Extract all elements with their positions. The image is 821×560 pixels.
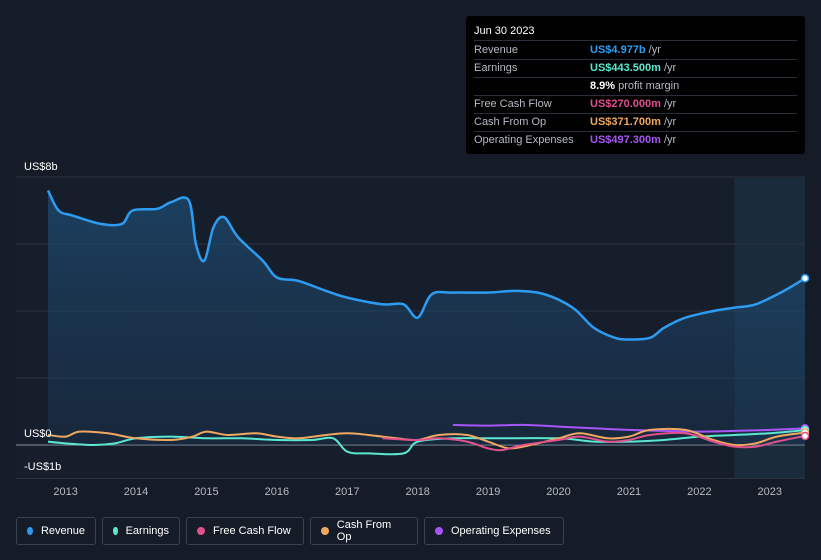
legend-item-operating-expenses[interactable]: Operating Expenses	[424, 517, 564, 545]
tooltip-date: Jun 30 2023	[474, 23, 797, 41]
tooltip-row: Free Cash Flow US$270.000m/yr	[474, 96, 797, 114]
revenue-line	[46, 189, 806, 341]
y-label-zero: US$0	[24, 428, 52, 440]
tooltip-row-label: Operating Expenses	[474, 134, 574, 146]
legend-label: Revenue	[40, 525, 85, 537]
legend-item-cash-from-op[interactable]: Cash From Op	[310, 517, 418, 545]
tooltip-row-unit: /yr	[663, 116, 677, 128]
tooltip-row: Earnings US$443.500m/yr	[474, 60, 797, 78]
x-tick-label: 2018	[405, 486, 429, 498]
x-tick-label: 2021	[617, 486, 641, 498]
tooltip-row-unit: /yr	[648, 44, 661, 56]
x-tick-label: 2016	[265, 486, 289, 498]
y-label-top: US$8b	[24, 161, 58, 173]
tooltip-row-label	[474, 78, 590, 95]
tooltip-row-label: Earnings	[474, 62, 518, 74]
x-tick-label: 2015	[194, 486, 218, 498]
tooltip-row: Cash From Op US$371.700m/yr	[474, 114, 797, 132]
tooltip-row-unit: /yr	[663, 98, 677, 110]
tooltip-row-unit: /yr	[663, 134, 677, 146]
legend-dot-icon	[113, 527, 118, 535]
x-tick-label: 2017	[335, 486, 359, 498]
legend-label: Free Cash Flow	[213, 525, 291, 537]
legend-dot-icon	[197, 527, 205, 535]
tooltip-row-label: Free Cash Flow	[474, 98, 552, 110]
tooltip-row-value: US$4.977b	[590, 44, 646, 56]
tooltip-row-value: US$270.000m	[590, 98, 661, 110]
operating-expenses-line	[452, 423, 806, 433]
tooltip-row-value: US$497.300m	[590, 134, 661, 146]
legend-dot-icon	[27, 527, 33, 535]
tooltip-row-value: US$443.500m	[590, 62, 661, 74]
tooltip-panel: Jun 30 2023 Revenue US$4.977b/yr Earnings U…	[466, 16, 805, 154]
x-tick-label: 2022	[687, 486, 711, 498]
revenue-area	[48, 190, 805, 445]
x-tick-label: 2014	[124, 486, 148, 498]
series-layer	[46, 189, 810, 456]
tooltip-row: Revenue US$4.977b/yr	[474, 42, 797, 60]
x-tick-label: 2020	[546, 486, 570, 498]
free-cash-flow-line	[382, 431, 806, 452]
legend-item-free-cash-flow[interactable]: Free Cash Flow	[186, 517, 304, 545]
x-tick-label: 2023	[758, 486, 782, 498]
tooltip-row-unit: profit margin	[618, 80, 680, 92]
legend-label: Earnings	[125, 525, 169, 537]
tooltip-row: Operating Expenses US$497.300m/yr	[474, 132, 797, 149]
legend-label: Cash From Op	[336, 519, 392, 543]
revenue-end-point	[800, 274, 810, 283]
tooltip-row-label: Cash From Op	[474, 116, 547, 128]
tooltip-row-value: US$371.700m	[590, 116, 661, 128]
legend-item-earnings[interactable]: Earnings	[102, 517, 180, 545]
x-axis: 2013 2014 2015 2016 2017 2018 2019 2020 2021 2022…	[53, 486, 782, 498]
tooltip-row-label: Revenue	[474, 44, 519, 56]
tooltip-row-unit: /yr	[663, 62, 677, 74]
y-label-bottom: -US$1b	[24, 461, 61, 473]
tooltip-row-value: 8.9%	[590, 80, 616, 92]
legend-dot-icon	[435, 527, 443, 535]
legend-item-revenue[interactable]: Revenue	[16, 517, 96, 545]
tooltip-row: 8.9% profit margin	[474, 78, 797, 96]
free-cash-flow-end-point	[800, 431, 810, 441]
x-tick-label: 2019	[476, 486, 500, 498]
legend-dot-icon	[321, 527, 329, 535]
legend-label: Operating Expenses	[451, 525, 551, 537]
x-tick-label: 2013	[53, 486, 77, 498]
